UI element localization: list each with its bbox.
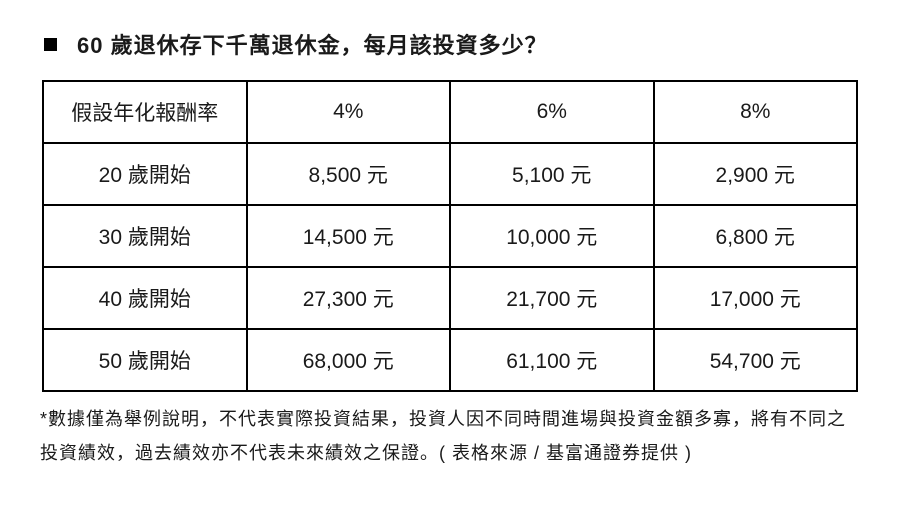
cell-value: 54,700 元 [654,329,858,391]
cell-value: 5,100 元 [450,143,654,205]
investment-table: 假設年化報酬率 4% 6% 8% 20 歲開始 8,500 元 5,100 元 … [42,80,858,392]
row-label: 20 歲開始 [43,143,247,205]
header-cell-8pct: 8% [654,81,858,143]
page-title: 60 歲退休存下千萬退休金，每月該投資多少？ [77,28,548,60]
table-header-row: 假設年化報酬率 4% 6% 8% [43,81,857,143]
cell-value: 8,500 元 [247,143,451,205]
cell-value: 10,000 元 [450,205,654,267]
title-row: 60 歲退休存下千萬退休金，每月該投資多少？ [40,28,860,60]
table-row: 20 歲開始 8,500 元 5,100 元 2,900 元 [43,143,857,205]
table-row: 40 歲開始 27,300 元 21,700 元 17,000 元 [43,267,857,329]
cell-value: 21,700 元 [450,267,654,329]
row-label: 30 歲開始 [43,205,247,267]
header-cell-4pct: 4% [247,81,451,143]
cell-value: 6,800 元 [654,205,858,267]
header-cell-6pct: 6% [450,81,654,143]
table-row: 50 歲開始 68,000 元 61,100 元 54,700 元 [43,329,857,391]
square-bullet-icon [44,38,57,51]
cell-value: 14,500 元 [247,205,451,267]
cell-value: 68,000 元 [247,329,451,391]
cell-value: 61,100 元 [450,329,654,391]
row-label: 40 歲開始 [43,267,247,329]
table-row: 30 歲開始 14,500 元 10,000 元 6,800 元 [43,205,857,267]
cell-value: 17,000 元 [654,267,858,329]
cell-value: 2,900 元 [654,143,858,205]
investment-table-container: 假設年化報酬率 4% 6% 8% 20 歲開始 8,500 元 5,100 元 … [42,80,858,392]
row-label: 50 歲開始 [43,329,247,391]
cell-value: 27,300 元 [247,267,451,329]
header-cell-label: 假設年化報酬率 [43,81,247,143]
footnote-text: *數據僅為舉例說明，不代表實際投資結果，投資人因不同時間進場與投資金額多寡，將有… [40,402,860,470]
